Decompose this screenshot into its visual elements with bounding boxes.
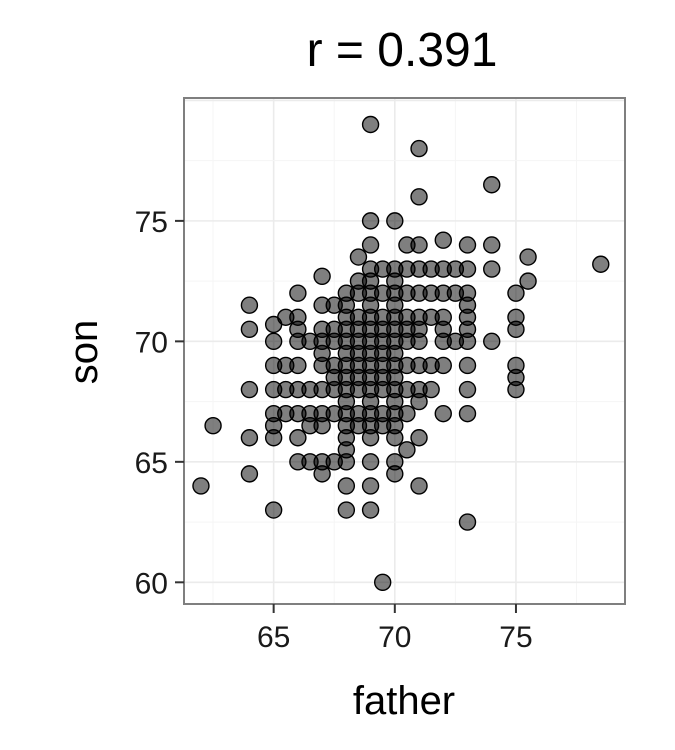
- y-tick-label: 60: [135, 567, 168, 600]
- y-tick-label: 75: [135, 206, 168, 239]
- scatter-point: [434, 356, 452, 375]
- scatter-point: [361, 236, 380, 254]
- scatter-point: [361, 477, 380, 495]
- scatter-point: [313, 465, 331, 483]
- scatter-point: [264, 429, 283, 447]
- y-axis-title: son: [62, 320, 106, 385]
- scatter-point: [337, 501, 356, 519]
- scatter-point: [434, 231, 452, 249]
- scatter-point: [422, 380, 440, 399]
- scatter-point: [361, 453, 380, 471]
- scatter-point: [289, 429, 307, 447]
- scatter-point: [458, 356, 477, 375]
- scatter-point: [289, 284, 307, 302]
- scatter-point: [458, 260, 477, 278]
- scatter-point: [386, 465, 404, 483]
- scatter-point: [240, 465, 259, 483]
- scatter-point: [361, 115, 380, 134]
- scatter-point: [410, 139, 428, 158]
- scatter-point: [507, 380, 525, 399]
- x-axis-title: father: [353, 679, 455, 723]
- scatter-point: [289, 356, 307, 375]
- scatter-point: [349, 248, 368, 266]
- data-points: [192, 115, 610, 592]
- scatter-point: [519, 272, 537, 290]
- scatter-point: [398, 404, 416, 423]
- y-tick-label: 70: [135, 326, 168, 359]
- scatter-point: [483, 260, 501, 278]
- grid-lines: [184, 98, 625, 604]
- scatter-point: [398, 441, 416, 459]
- chart-title: r = 0.391: [307, 24, 498, 77]
- scatter-point: [361, 212, 380, 230]
- scatter-point: [483, 332, 501, 351]
- scatter-point: [458, 332, 477, 351]
- scatter-point: [264, 332, 283, 351]
- scatter-point: [361, 501, 380, 519]
- scatter-point: [361, 429, 380, 447]
- scatter-point: [483, 236, 501, 254]
- x-tick-label: 65: [257, 621, 290, 654]
- scatter-point: [507, 284, 525, 302]
- scatter-point: [240, 320, 259, 339]
- plot-panel-border: [183, 97, 626, 605]
- scatter-point: [240, 296, 259, 314]
- scatter-point: [313, 267, 331, 286]
- scatter-point: [458, 380, 477, 399]
- scatter-point: [410, 392, 428, 411]
- scatter-point: [410, 188, 428, 206]
- scatter-point: [337, 477, 356, 495]
- scatter-point: [519, 248, 537, 266]
- scatter-point: [458, 513, 477, 531]
- y-tick-label: 65: [135, 447, 168, 480]
- x-tick-label: 75: [499, 621, 532, 654]
- scatter-point: [373, 573, 392, 592]
- scatter-point: [204, 416, 222, 435]
- scatter-point: [458, 404, 477, 423]
- scatter-point: [313, 416, 331, 435]
- scatter-point: [240, 429, 259, 447]
- axes: 65 70 75 60 65 70 75: [135, 206, 533, 654]
- scatter-point: [410, 236, 428, 254]
- scatter-point: [410, 429, 428, 447]
- x-tick-label: 70: [378, 621, 411, 654]
- scatter-point: [507, 320, 525, 339]
- scatter-point: [337, 453, 356, 471]
- scatter-point: [592, 255, 610, 273]
- scatter-point: [192, 477, 210, 495]
- scatter-point: [264, 501, 283, 519]
- scatter-point: [410, 477, 428, 495]
- scatter-point: [386, 429, 404, 447]
- scatter-point: [386, 212, 404, 230]
- scatter-point: [240, 380, 259, 399]
- scatter-point: [458, 236, 477, 254]
- scatter-point: [434, 404, 452, 423]
- scatter-point: [483, 176, 501, 194]
- scatter-point: [410, 332, 428, 351]
